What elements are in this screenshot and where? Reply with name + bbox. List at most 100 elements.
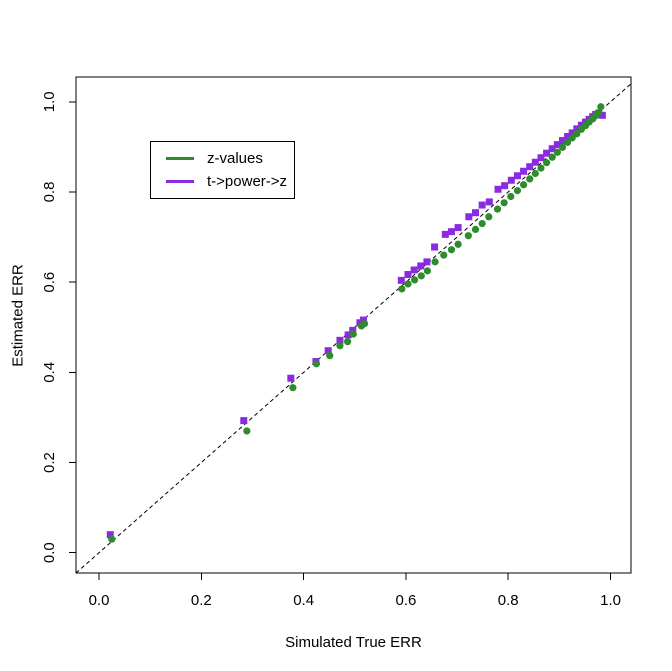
data-point-square-t->power->z <box>397 276 405 284</box>
data-point-square-t->power->z <box>471 209 479 217</box>
data-point-square-t->power->z <box>573 125 581 133</box>
y-tick-label: 0.0 <box>41 542 58 563</box>
data-point-square-t->power->z <box>526 163 534 171</box>
t-power-z-line-swatch <box>166 180 194 183</box>
data-point-circle-z-values <box>478 219 486 228</box>
x-tick-label: 0.0 <box>89 592 110 609</box>
legend-item-z-values: z-values <box>166 149 294 169</box>
data-point-circle-z-values <box>344 338 352 346</box>
data-point-square-t->power->z <box>537 154 545 162</box>
data-point-circle-z-values <box>398 285 406 293</box>
data-point-circle-z-values <box>108 535 116 543</box>
data-point-square-t->power->z <box>531 158 539 166</box>
z-values-line-swatch <box>166 157 194 160</box>
data-point-circle-z-values <box>553 148 561 156</box>
data-point-square-t->power->z <box>553 141 561 149</box>
data-point-square-t->power->z <box>410 266 418 274</box>
y-tick-label: 0.4 <box>41 362 58 383</box>
data-point-square-t->power->z <box>324 347 332 355</box>
data-point-circle-z-values <box>447 246 456 254</box>
data-point-circle-z-values <box>336 342 344 350</box>
data-point-square-t->power->z <box>359 316 367 324</box>
data-point-circle-z-values <box>507 192 515 201</box>
data-point-circle-z-values <box>423 267 432 275</box>
legend-item-t-power-z: t->power->z <box>166 172 294 192</box>
data-point-circle-z-values <box>454 240 462 248</box>
data-point-square-t->power->z <box>494 185 502 193</box>
data-point-circle-z-values <box>349 330 357 338</box>
x-tick-label: 0.2 <box>191 592 212 609</box>
y-tick-label: 1.0 <box>41 91 58 112</box>
data-point-square-t->power->z <box>431 243 439 251</box>
data-point-square-t->power->z <box>336 336 344 344</box>
data-point-square-t->power->z <box>548 145 556 153</box>
y-tick-label: 0.6 <box>41 272 58 293</box>
x-tick-label: 1.0 <box>600 592 621 609</box>
data-point-square-t->power->z <box>240 417 248 425</box>
data-point-square-t->power->z <box>485 198 493 206</box>
data-point-circle-z-values <box>500 199 508 207</box>
plot-frame <box>75 76 632 574</box>
legend-box: z-values t->power->z <box>150 141 295 199</box>
data-point-square-t->power->z <box>513 172 521 180</box>
data-point-square-t->power->z <box>478 201 486 209</box>
data-point-square-t->power->z <box>441 230 449 238</box>
data-point-square-t->power->z <box>287 374 295 382</box>
data-point-square-t->power->z <box>344 331 352 339</box>
data-point-square-t->power->z <box>423 258 431 266</box>
data-point-square-t->power->z <box>507 176 515 184</box>
y-tick-label: 0.8 <box>41 182 58 203</box>
data-point-square-t->power->z <box>543 149 551 157</box>
data-point-circle-z-values <box>558 143 567 151</box>
data-point-square-t->power->z <box>417 262 425 270</box>
data-point-square-t->power->z <box>568 129 576 137</box>
data-point-circle-z-values <box>471 225 480 234</box>
data-point-circle-z-values <box>542 159 551 167</box>
data-point-square-t->power->z <box>501 182 509 190</box>
y-axis-title: Estimated ERR <box>9 264 27 367</box>
data-point-circle-z-values <box>597 103 605 111</box>
data-point-square-t->power->z <box>465 213 473 221</box>
data-point-circle-z-values <box>573 130 581 138</box>
x-axis-title: Simulated True ERR <box>285 634 422 651</box>
data-point-circle-z-values <box>548 153 556 161</box>
data-point-circle-z-values <box>519 181 528 189</box>
x-tick-label: 0.4 <box>293 592 314 609</box>
data-point-circle-z-values <box>289 384 297 392</box>
x-tick-label: 0.8 <box>498 592 519 609</box>
data-point-circle-z-values <box>595 109 603 117</box>
data-point-square-t->power->z <box>404 270 412 278</box>
data-point-square-t->power->z <box>447 228 455 236</box>
data-point-square-t->power->z <box>577 121 585 129</box>
data-point-circle-z-values <box>417 272 425 280</box>
data-point-circle-z-values <box>312 360 321 368</box>
data-point-square-t->power->z <box>598 111 606 119</box>
data-point-square-t->power->z <box>106 531 114 539</box>
data-point-circle-z-values <box>493 205 502 213</box>
data-point-circle-z-values <box>531 169 539 178</box>
data-point-square-t->power->z <box>454 224 462 232</box>
data-point-circle-z-values <box>431 258 439 266</box>
data-point-circle-z-values <box>360 320 369 328</box>
data-point-circle-z-values <box>537 164 545 172</box>
data-point-circle-z-values <box>464 232 472 240</box>
data-point-circle-z-values <box>526 175 534 183</box>
y-tick-label: 0.2 <box>41 452 58 473</box>
data-point-circle-z-values <box>513 187 522 195</box>
data-point-circle-z-values <box>243 427 251 435</box>
data-point-circle-z-values <box>440 251 448 259</box>
data-point-square-t->power->z <box>349 326 357 334</box>
x-tick-label: 0.6 <box>396 592 417 609</box>
data-point-circle-z-values <box>411 276 419 284</box>
legend-label-z-values: z-values <box>207 149 263 167</box>
data-point-circle-z-values <box>563 138 572 146</box>
data-point-circle-z-values <box>404 280 412 288</box>
data-point-square-t->power->z <box>564 133 572 141</box>
data-point-circle-z-values <box>326 352 334 360</box>
data-point-circle-z-values <box>485 213 493 221</box>
data-point-square-t->power->z <box>558 137 566 145</box>
legend-label-t-power-z: t->power->z <box>207 172 288 190</box>
data-point-square-t->power->z <box>520 167 528 175</box>
